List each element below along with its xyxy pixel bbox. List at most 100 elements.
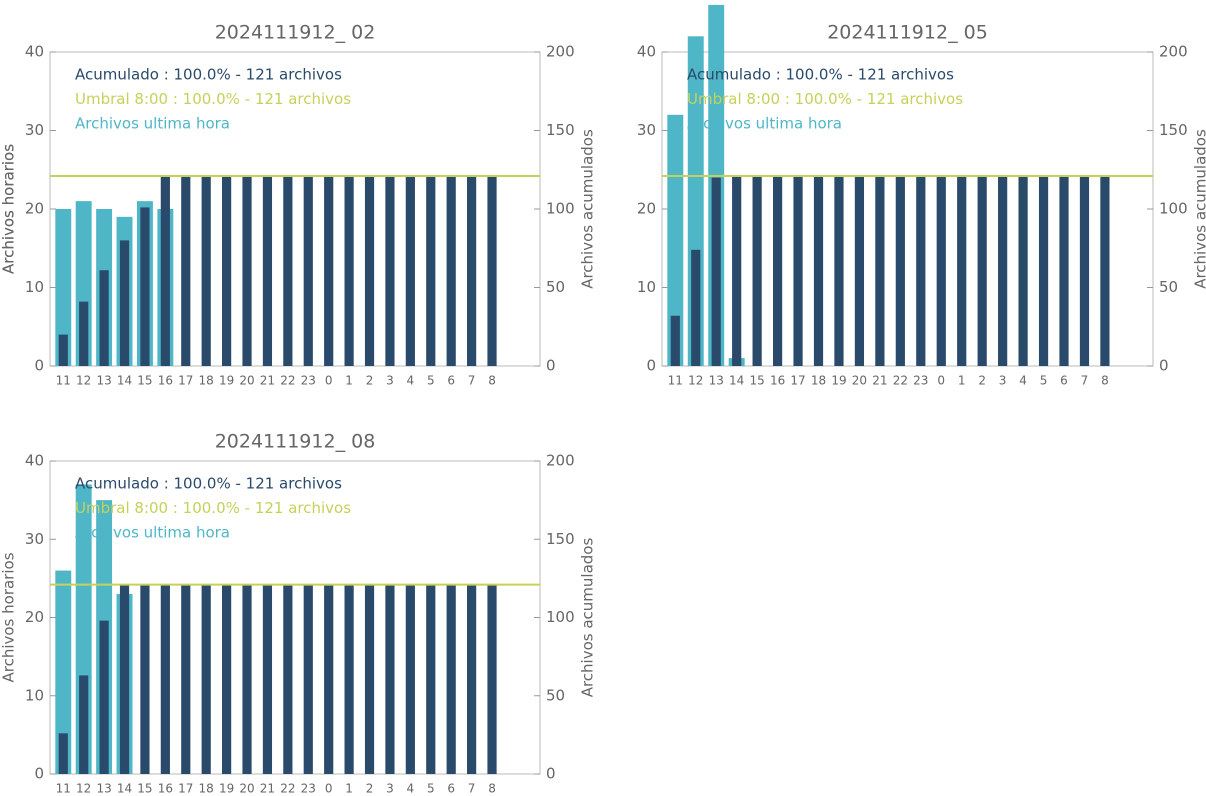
bar xyxy=(426,176,436,366)
y2-axis-label: Archivos acumulados xyxy=(579,538,597,698)
y2-tick-label: 0 xyxy=(546,357,556,375)
x-tick-label: 17 xyxy=(178,374,193,388)
bar xyxy=(119,584,130,774)
x-tick-label: 12 xyxy=(76,782,91,796)
y2-axis-label: Archivos acumulados xyxy=(1192,129,1206,289)
x-tick-label: 14 xyxy=(117,374,132,388)
bar xyxy=(487,176,497,366)
bar xyxy=(140,207,150,366)
x-tick-label: 15 xyxy=(749,374,764,388)
y-tick-label: 30 xyxy=(637,121,656,139)
bar xyxy=(467,584,477,774)
x-tick-label: 3 xyxy=(999,374,1007,388)
bar xyxy=(181,176,191,366)
y-tick-label: 30 xyxy=(25,530,44,548)
y2-tick-label: 150 xyxy=(546,121,575,139)
bar xyxy=(446,176,456,366)
bar xyxy=(446,584,456,774)
bar xyxy=(242,176,252,366)
x-tick-label: 17 xyxy=(790,374,805,388)
y2-tick-label: 100 xyxy=(1159,200,1188,218)
x-tick-label: 19 xyxy=(219,782,234,796)
legend-entry: Archivos ultima hora xyxy=(75,115,230,133)
x-tick-label: 13 xyxy=(96,782,111,796)
bar xyxy=(813,176,824,366)
y2-tick-label: 150 xyxy=(1159,121,1188,139)
bar xyxy=(55,209,72,366)
x-tick-label: 23 xyxy=(301,782,316,796)
y-tick-label: 20 xyxy=(25,608,44,626)
legend-entry: Archivos ultima hora xyxy=(75,524,230,542)
bar xyxy=(772,176,783,366)
x-tick-label: 5 xyxy=(427,374,435,388)
y-axis-label: Archivos horarios xyxy=(0,552,18,682)
x-tick-label: 18 xyxy=(811,374,826,388)
x-tick-label: 4 xyxy=(407,782,415,796)
x-tick-label: 19 xyxy=(219,374,234,388)
x-tick-label: 13 xyxy=(709,374,724,388)
x-tick-label: 0 xyxy=(937,374,945,388)
x-tick-label: 7 xyxy=(468,782,476,796)
bar xyxy=(732,176,742,366)
x-tick-label: 3 xyxy=(386,374,394,388)
x-tick-label: 7 xyxy=(1081,374,1089,388)
y2-tick-label: 50 xyxy=(546,686,565,704)
bar xyxy=(957,176,967,366)
x-tick-label: 8 xyxy=(488,782,496,796)
bar xyxy=(1100,176,1110,366)
x-tick-label: 2 xyxy=(366,782,374,796)
x-tick-label: 1 xyxy=(345,782,353,796)
y-tick-label: 10 xyxy=(25,278,44,296)
bar xyxy=(426,584,436,774)
y-axis-label: Archivos horarios xyxy=(0,144,18,274)
x-tick-label: 15 xyxy=(137,782,152,796)
y2-tick-label: 0 xyxy=(546,765,556,783)
y-tick-label: 0 xyxy=(34,765,44,783)
bar xyxy=(262,176,273,366)
legend-entry: Umbral 8:00 : 100.0% - 121 archivos xyxy=(75,499,351,517)
bar xyxy=(99,270,109,366)
y-tick-label: 0 xyxy=(646,357,656,375)
x-tick-label: 3 xyxy=(386,782,394,796)
x-tick-label: 6 xyxy=(447,782,455,796)
bar xyxy=(1059,176,1069,366)
x-tick-label: 8 xyxy=(1101,374,1109,388)
y-tick-label: 40 xyxy=(25,452,44,470)
x-tick-label: 16 xyxy=(158,374,173,388)
bar xyxy=(834,176,844,366)
x-tick-label: 8 xyxy=(488,374,496,388)
y2-tick-label: 100 xyxy=(546,200,575,218)
bar xyxy=(487,584,497,774)
y2-tick-label: 50 xyxy=(546,278,565,296)
x-tick-label: 14 xyxy=(117,782,132,796)
y2-tick-label: 200 xyxy=(1159,43,1188,61)
x-tick-label: 2 xyxy=(366,374,374,388)
bar xyxy=(364,176,375,366)
chart-title: 2024111912_ 08 xyxy=(215,431,376,453)
x-tick-label: 18 xyxy=(199,782,214,796)
bar xyxy=(79,675,89,774)
bar xyxy=(58,733,68,774)
y2-tick-label: 50 xyxy=(1159,278,1178,296)
y2-tick-label: 0 xyxy=(1159,357,1169,375)
x-tick-label: 21 xyxy=(260,374,275,388)
bar xyxy=(667,114,684,366)
bar xyxy=(1038,176,1049,366)
x-tick-label: 7 xyxy=(468,374,476,388)
x-tick-label: 0 xyxy=(325,782,333,796)
x-tick-label: 6 xyxy=(1060,374,1068,388)
x-tick-label: 21 xyxy=(872,374,887,388)
x-tick-label: 19 xyxy=(831,374,846,388)
bar xyxy=(977,176,987,366)
legend-entry: Acumulado : 100.0% - 121 archivos xyxy=(75,475,342,493)
bar xyxy=(181,584,191,774)
x-tick-label: 4 xyxy=(1019,374,1027,388)
x-tick-label: 6 xyxy=(447,374,455,388)
x-tick-label: 11 xyxy=(668,374,683,388)
y-tick-label: 10 xyxy=(637,278,656,296)
y2-tick-label: 200 xyxy=(546,43,575,61)
x-tick-label: 1 xyxy=(958,374,966,388)
bar xyxy=(79,301,89,366)
x-tick-label: 20 xyxy=(852,374,867,388)
